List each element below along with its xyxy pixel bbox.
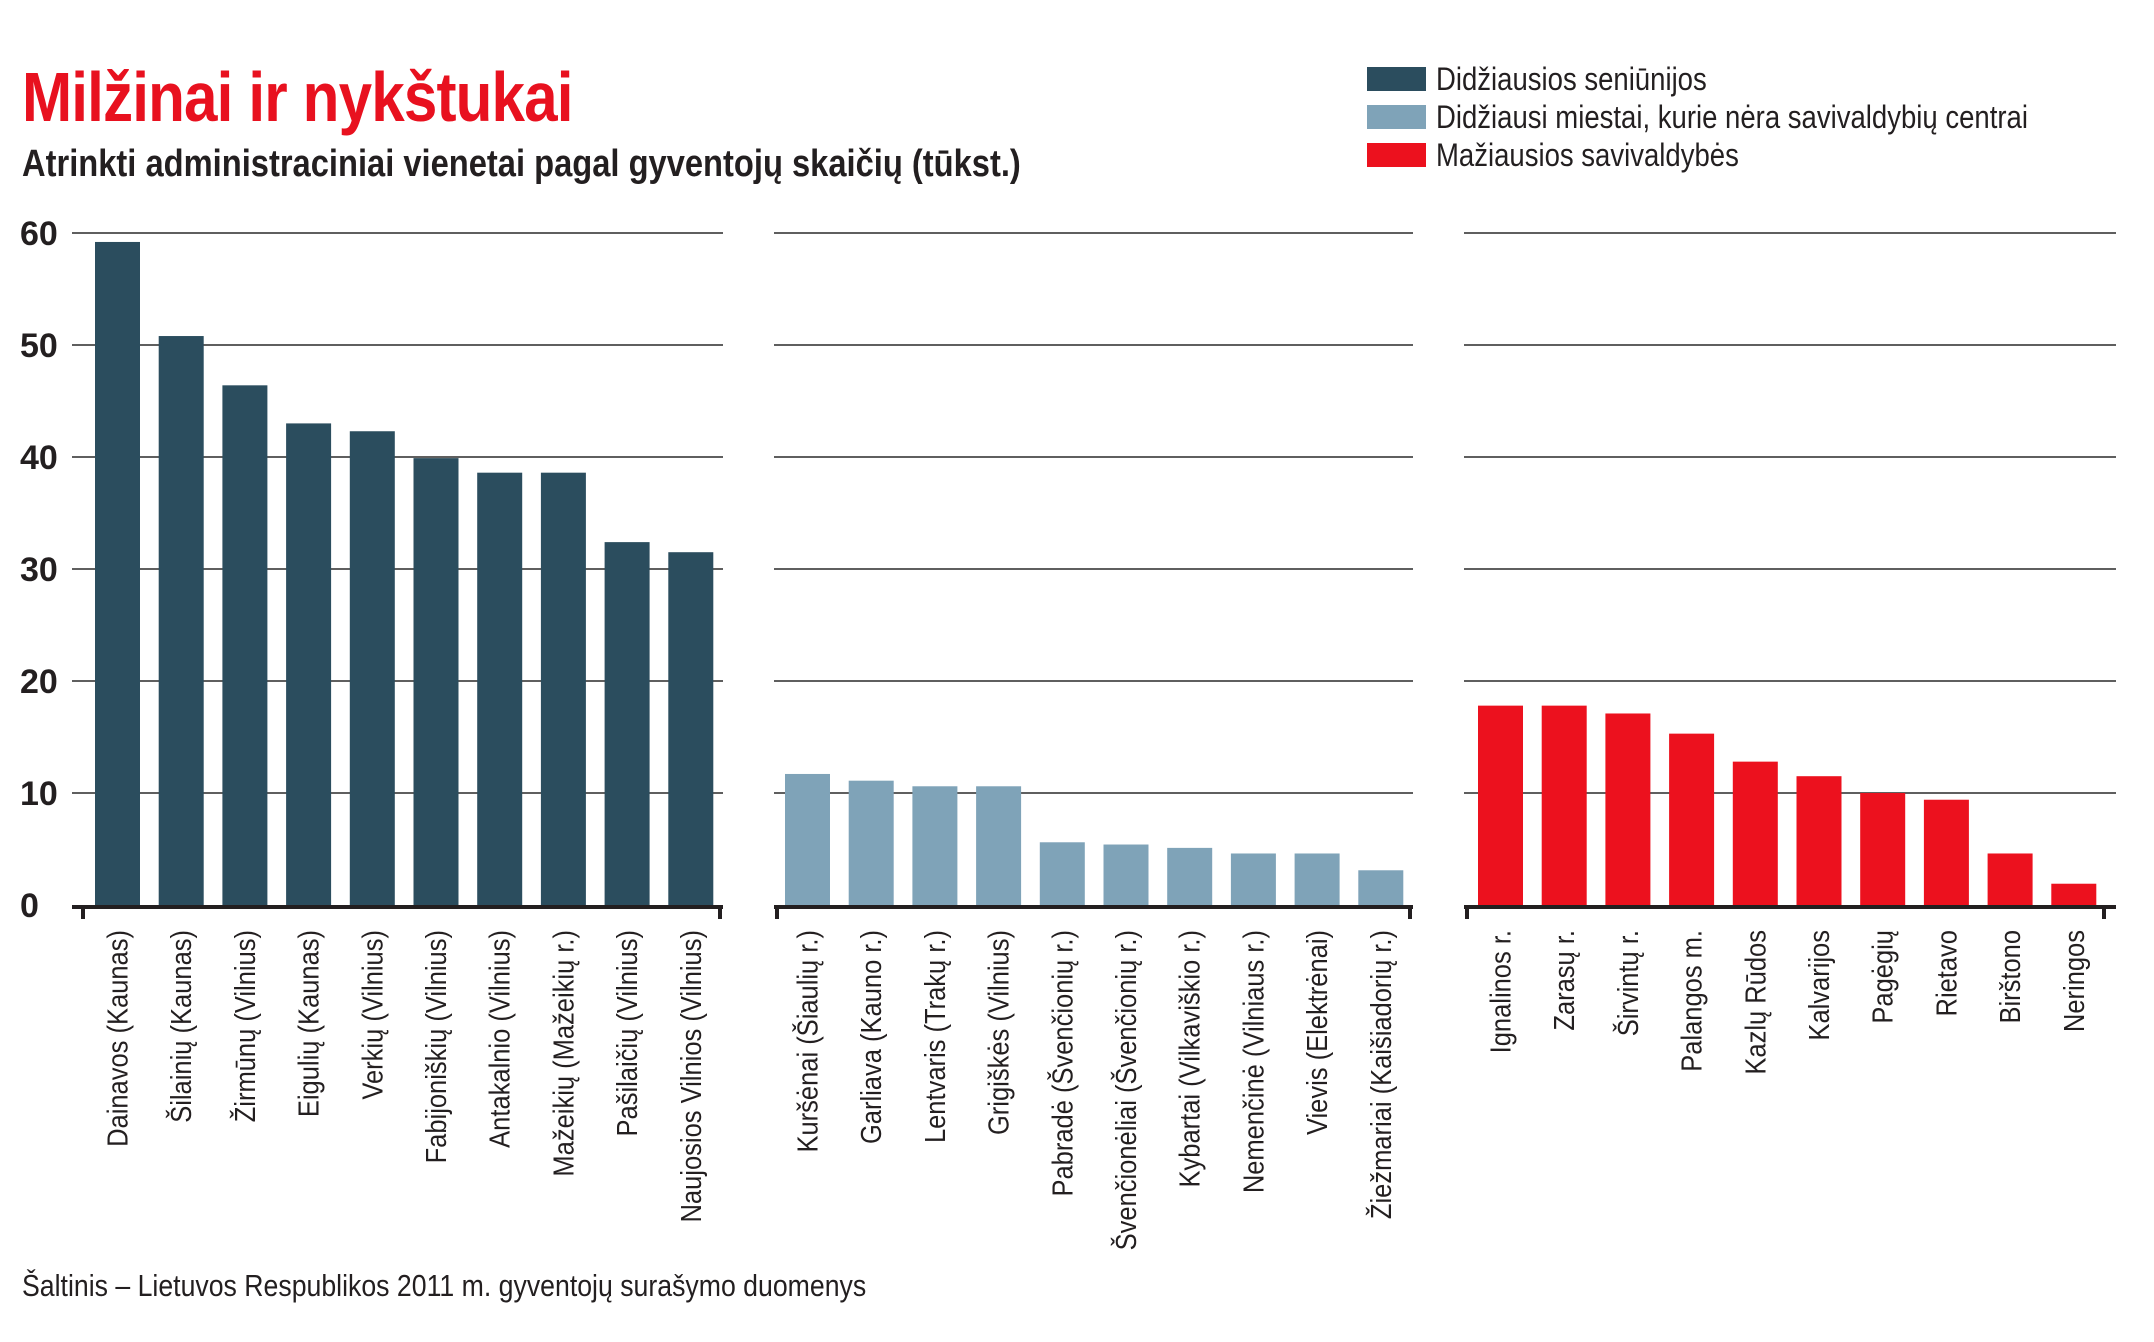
x-tick-label: Širvintų r. (1611, 930, 1644, 1036)
legend-label: Mažiausios savivaldybės (1436, 137, 1739, 173)
bar (1605, 713, 1651, 905)
bar (349, 431, 395, 905)
bar (1103, 844, 1149, 905)
x-tick-label: Mažeikių (Mažeikių r.) (547, 930, 580, 1177)
chart-subtitle: Atrinkti administraciniai vienetai pagal… (22, 143, 1021, 185)
x-tick-label: Garliava (Kauno r.) (855, 930, 888, 1144)
chart-title: Milžinai ir nykštukai (22, 58, 574, 136)
x-tick-label: Šilainių (Kaunas) (165, 930, 198, 1123)
bar (1923, 799, 1969, 905)
x-tick-label: Žirmūnų (Vilnius) (228, 930, 261, 1122)
x-tick-label: Rietavo (1930, 930, 1963, 1016)
x-tick-label: Kazlų Rūdos (1739, 930, 1772, 1075)
x-tick-label: Grigiškės (Vilnius) (982, 930, 1015, 1135)
x-tick-label: Palangos m. (1675, 930, 1708, 1072)
bar (912, 786, 958, 905)
x-tick-label: Kalvarijos (1802, 930, 1835, 1041)
bar (477, 472, 523, 905)
bar (848, 780, 894, 905)
bar (1039, 842, 1085, 905)
x-tick-label: Naujosios Vilnios (Vilnius) (674, 930, 707, 1222)
legend-swatch (1367, 67, 1426, 91)
bar (1796, 776, 1842, 905)
bar (1230, 853, 1276, 905)
bar (95, 241, 140, 905)
bar (1358, 870, 1404, 905)
y-tick-label: 40 (20, 439, 58, 477)
bar (1669, 733, 1715, 905)
x-tick-label: Žiežmariai (Kaišiadorių r.) (1364, 930, 1397, 1219)
bar (1541, 705, 1587, 905)
y-tick-label: 0 (20, 887, 39, 925)
bar (413, 458, 459, 905)
bar (222, 385, 268, 905)
bar (976, 786, 1022, 905)
x-tick-label: Vievis (Elektrėnai) (1301, 930, 1334, 1135)
x-tick-label: Pabradė (Švenčionių r.) (1046, 930, 1079, 1197)
x-tick-label: Nemenčinė (Vilniaus r.) (1237, 930, 1270, 1193)
y-tick-label: 30 (20, 551, 58, 589)
x-tick-label: Antakalnio (Vilnius) (483, 930, 516, 1148)
bar (1987, 853, 2033, 905)
bar (668, 552, 714, 905)
bar (158, 336, 204, 905)
x-tick-label: Neringos (2057, 930, 2090, 1032)
legend-item: Didžiausi miestai, kurie nėra savivaldyb… (1367, 98, 2124, 136)
legend-swatch (1367, 143, 1426, 167)
bar (1294, 853, 1340, 905)
x-tick-label: Zarasų r. (1548, 930, 1581, 1031)
bar (1860, 793, 1906, 905)
x-tick-label: Pašilaičių (Vilnius) (611, 930, 644, 1136)
x-tick-label: Birštono (1994, 930, 2027, 1024)
legend-label: Didžiausios seniūnijos (1436, 61, 1707, 97)
source-note: Šaltinis – Lietuvos Respublikos 2011 m. … (22, 1268, 867, 1303)
x-tick-label: Dainavos (Kaunas) (101, 930, 134, 1147)
y-tick-label: 50 (20, 327, 58, 365)
legend-item: Didžiausios seniūnijos (1367, 60, 2124, 98)
x-tick-label: Kuršėnai (Šiaulių r.) (791, 930, 824, 1153)
legend-swatch (1367, 105, 1426, 129)
legend-label: Didžiausi miestai, kurie nėra savivaldyb… (1436, 99, 2028, 135)
x-tick-label: Eigulių (Kaunas) (292, 930, 325, 1117)
bar (1732, 761, 1778, 905)
x-tick-label: Pagėgių (1866, 930, 1899, 1024)
y-tick-label: 60 (20, 215, 58, 253)
bar (1478, 705, 1523, 905)
x-tick-label: Fabijoniškių (Vilnius) (419, 930, 452, 1163)
bar (604, 542, 650, 905)
y-tick-label: 20 (20, 663, 58, 701)
x-tick-label: Švenčionėliai (Švenčionių r.) (1109, 930, 1142, 1250)
legend-item: Mažiausios savivaldybės (1367, 136, 2124, 174)
bar (785, 773, 830, 905)
bar (2051, 883, 2097, 905)
y-tick-label: 10 (20, 775, 58, 813)
x-tick-label: Ignalinos r. (1484, 930, 1517, 1053)
bar (540, 472, 586, 905)
x-tick-label: Kybartai (Vilkaviškio r.) (1173, 930, 1206, 1187)
bar (286, 423, 332, 905)
legend: Didžiausios seniūnijos Didžiausi miestai… (1367, 60, 2124, 174)
x-tick-label: Lentvaris (Trakų r.) (918, 930, 951, 1143)
bar (1167, 847, 1213, 905)
x-tick-label: Verkių (Vilnius) (356, 930, 389, 1100)
